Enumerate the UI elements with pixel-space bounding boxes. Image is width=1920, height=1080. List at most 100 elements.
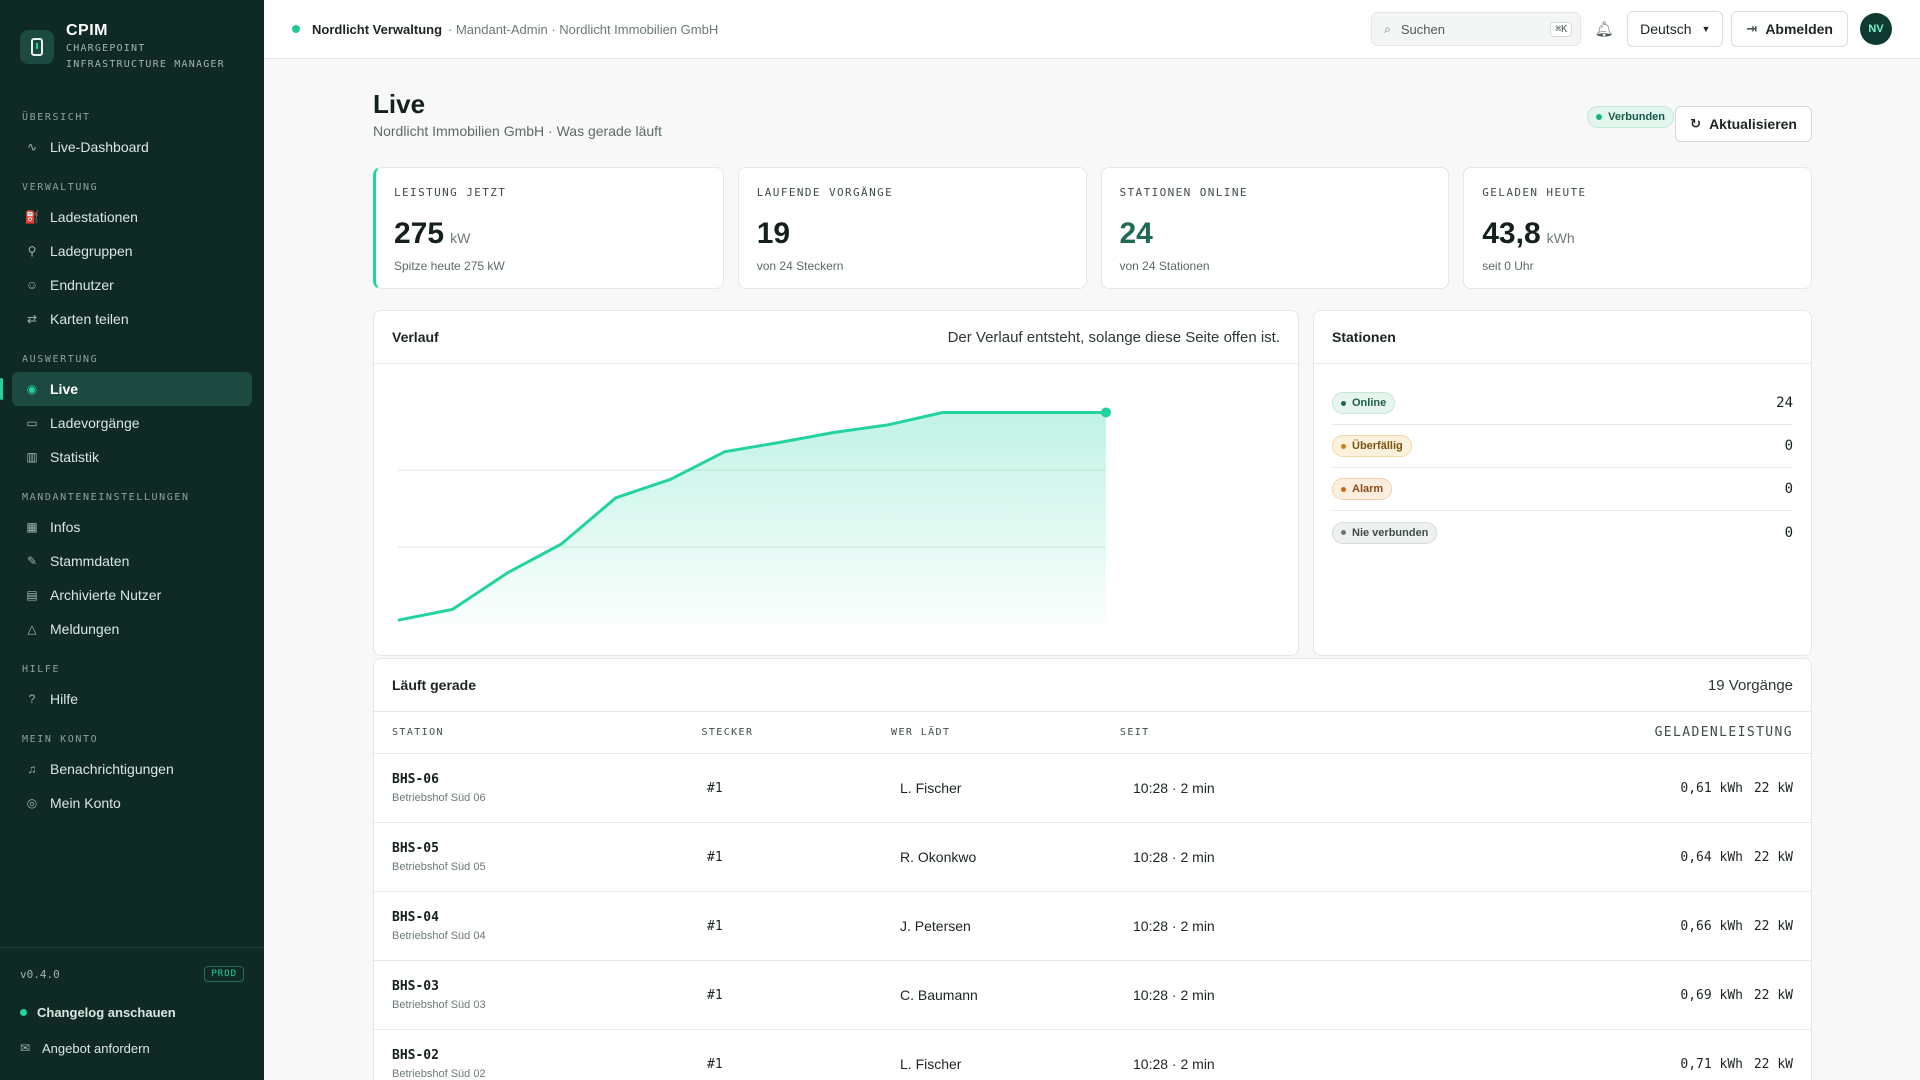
sidebar-item-statistik[interactable]: ▥ Statistik: [12, 440, 252, 474]
table-row[interactable]: BHS-03 Betriebshof Süd 03 #1 C. Baumann 1…: [374, 961, 1811, 1030]
offer-link[interactable]: ✉ Angebot anfordern: [20, 1030, 244, 1066]
station-id: BHS-04: [392, 910, 439, 925]
sidebar-item-ladestationen[interactable]: ⛽ Ladestationen: [12, 200, 252, 234]
main-content: Live Nordlicht Immobilien GmbH · Was ger…: [373, 59, 1812, 1080]
group-icon: ⚲: [27, 244, 37, 258]
charged-energy: 0,69 kWh: [1680, 987, 1743, 1003]
activity-icon: ∿: [26, 140, 38, 154]
sidebar-item-live[interactable]: ◉ Live: [0, 372, 252, 406]
column-header-who[interactable]: WER LÄDT: [891, 727, 951, 738]
user-icon: ☺: [25, 278, 39, 292]
sidebar-item-benachrichtigungen[interactable]: ♫ Benachrichtigungen: [12, 752, 252, 786]
charging-power: 22 kW: [1753, 987, 1793, 1003]
brand[interactable]: CPIM CHARGEPOINT INFRASTRUCTURE MANAGER: [0, 0, 264, 94]
sidebar-item-mein-konto[interactable]: ◎ Mein Konto: [12, 786, 252, 820]
kpi-unit: kW: [450, 230, 471, 246]
sidebar-item-label: Karten teilen: [50, 311, 129, 327]
changelog-link[interactable]: Changelog anschauen: [20, 994, 244, 1030]
sidebar-item-meldungen[interactable]: △ Meldungen: [12, 612, 252, 646]
column-header-since[interactable]: SEIT: [1119, 727, 1150, 738]
charging-power: 22 kW: [1753, 1056, 1793, 1072]
sidebar-item-endnutzer[interactable]: ☺ Endnutzer: [12, 268, 252, 302]
charging-user: L. Fischer: [900, 780, 962, 796]
session-icon: ▭: [26, 416, 38, 430]
sidebar-item-label: Ladevorgänge: [50, 415, 140, 431]
table-row[interactable]: BHS-04 Betriebshof Süd 04 #1 J. Petersen …: [374, 892, 1811, 961]
power-history-chart: [397, 407, 1111, 624]
nav-section-title: HILFE: [22, 664, 61, 675]
search-placeholder: Suchen: [1400, 21, 1445, 37]
kpi-label: STATIONEN ONLINE: [1119, 186, 1248, 199]
page-title: Live: [373, 89, 426, 119]
charger-icon: ⛽: [24, 210, 40, 224]
kpi-value: 43,8: [1482, 217, 1541, 250]
session-since: 10:28 · 2 min: [1133, 849, 1215, 865]
kpi-subtext: von 24 Steckern: [756, 259, 844, 273]
refresh-button[interactable]: ↻ Aktualisieren: [1675, 106, 1812, 142]
sidebar-item-infos[interactable]: ▦ Infos: [12, 510, 252, 544]
sidebar-item-ladegruppen[interactable]: ⚲ Ladegruppen: [12, 234, 252, 268]
station-status-row-never-connected[interactable]: Nie verbunden 0: [1332, 511, 1793, 554]
sidebar-item-archivierte-nutzer[interactable]: ▤ Archivierte Nutzer: [12, 578, 252, 612]
status-badge-label: Verbunden: [1608, 111, 1665, 123]
station-status-row-overdue[interactable]: Überfällig 0: [1332, 425, 1793, 468]
kpi-value: 24: [1119, 217, 1153, 250]
sidebar-item-label: Hilfe: [50, 691, 79, 707]
column-header-power[interactable]: LEISTUNG: [1719, 725, 1793, 740]
connection-status-dot: [292, 25, 300, 33]
changelog-label: Changelog anschauen: [37, 1004, 176, 1020]
offer-label: Angebot anfordern: [42, 1040, 150, 1056]
chart-note: Der Verlauf entsteht, solange diese Seit…: [947, 328, 1280, 346]
plug-number: #1: [707, 780, 723, 796]
topbar: Nordlicht Verwaltung · Mandant-Admin · N…: [264, 0, 1920, 59]
language-select[interactable]: Deutsch ▼: [1627, 11, 1724, 47]
station-status-row-alarm[interactable]: Alarm 0: [1332, 468, 1793, 511]
chevron-down-icon: ▼: [1701, 24, 1711, 34]
charged-energy: 0,64 kWh: [1680, 849, 1743, 865]
sidebar-item-label: Mein Konto: [50, 795, 121, 811]
sidebar-item-live-dashboard[interactable]: ∿ Live-Dashboard: [12, 130, 252, 164]
column-header-station[interactable]: STATION: [392, 727, 444, 738]
station-id: BHS-06: [392, 772, 439, 787]
nav-section-title: AUSWERTUNG: [22, 354, 99, 365]
language-value: Deutsch: [1640, 21, 1692, 37]
sidebar-item-label: Live: [50, 381, 79, 397]
charging-user: R. Okonkwo: [900, 849, 977, 865]
charged-energy: 0,66 kWh: [1680, 918, 1743, 934]
sidebar-item-label: Endnutzer: [50, 277, 114, 293]
logout-button[interactable]: ⇥ Abmelden: [1731, 11, 1848, 47]
building-icon: ▦: [26, 520, 38, 534]
sidebar-item-karten-teilen[interactable]: ⇄ Karten teilen: [12, 302, 252, 336]
search-shortcut-hint: ⌘K: [1550, 21, 1573, 37]
warning-icon: △: [27, 622, 37, 636]
table-row[interactable]: BHS-06 Betriebshof Süd 06 #1 L. Fischer 1…: [374, 754, 1811, 823]
table-row[interactable]: BHS-05 Betriebshof Süd 05 #1 R. Okonkwo 1…: [374, 823, 1811, 892]
column-header-plug[interactable]: STECKER: [701, 727, 754, 738]
sidebar-item-stammdaten[interactable]: ✎ Stammdaten: [12, 544, 252, 578]
sidebar-nav: ÜBERSICHT ∿ Live-Dashboard VERWALTUNG ⛽ La…: [0, 106, 264, 820]
charging-user: C. Baumann: [900, 987, 978, 1003]
nav-section-title: ÜBERSICHT: [22, 112, 91, 123]
sidebar-item-ladevorgaenge[interactable]: ▭ Ladevorgänge: [12, 406, 252, 440]
breadcrumb-org[interactable]: Nordlicht Verwaltung: [312, 21, 443, 37]
brand-subtitle-line1: CHARGEPOINT: [66, 43, 146, 54]
status-pill-never-connected: Nie verbunden: [1332, 521, 1438, 544]
status-pill-label: Nie verbunden: [1352, 526, 1429, 539]
share-icon: ⇄: [26, 312, 38, 326]
broadcast-icon: ◉: [26, 382, 38, 396]
notifications-bell-icon[interactable]: 🔔︎: [1594, 21, 1614, 38]
archive-icon: ▤: [26, 588, 38, 602]
search-input[interactable]: ⌕ Suchen ⌘K: [1371, 12, 1582, 46]
status-pill-alarm: Alarm: [1332, 478, 1393, 500]
station-status-row-online[interactable]: Online 24: [1332, 382, 1793, 425]
chart-title: Verlauf: [392, 329, 439, 345]
avatar[interactable]: NV: [1860, 13, 1892, 45]
running-sessions-card: Läuft gerade 19 Vorgänge STATION STECKER…: [373, 658, 1812, 1080]
sidebar-footer: v0.4.0 PROD Changelog anschauen ✉ Angebo…: [0, 947, 264, 1080]
column-header-charged[interactable]: GELADEN: [1654, 725, 1720, 740]
refresh-label: Aktualisieren: [1709, 116, 1797, 132]
sidebar-item-hilfe[interactable]: ? Hilfe: [12, 682, 252, 716]
plug-number: #1: [707, 918, 723, 934]
session-since: 10:28 · 2 min: [1133, 1056, 1215, 1072]
table-row[interactable]: BHS-02 Betriebshof Süd 02 #1 L. Fischer 1…: [374, 1030, 1811, 1080]
